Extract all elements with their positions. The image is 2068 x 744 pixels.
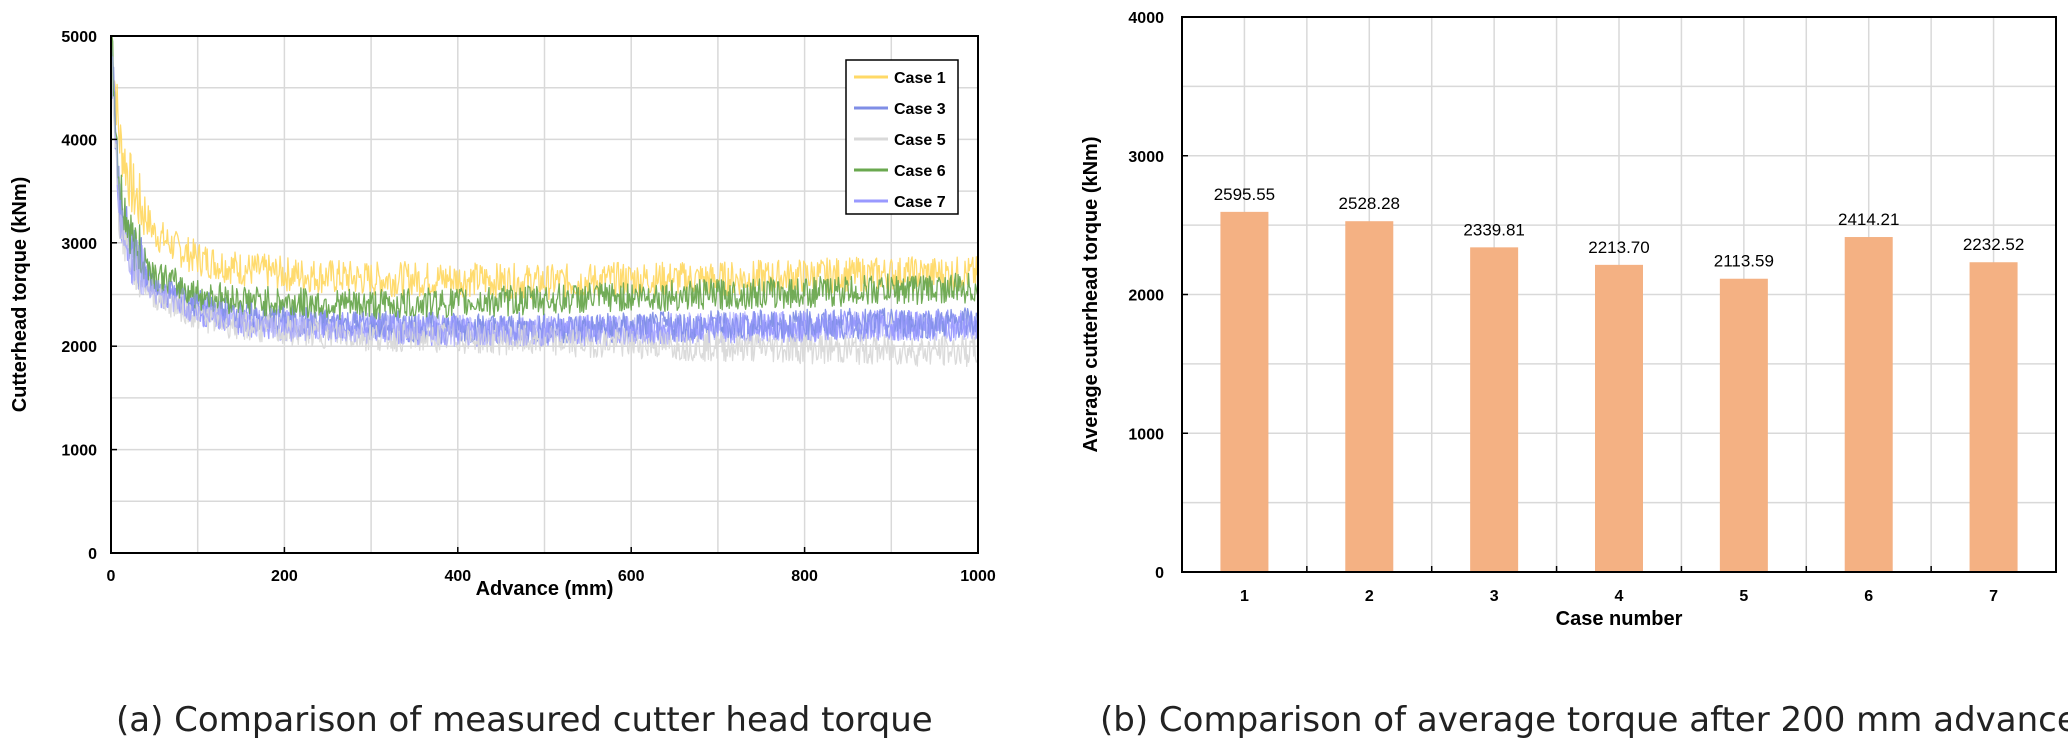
x-tick-label: 4 [1615,588,1624,605]
bar-case-3 [1470,247,1519,572]
caption-b: (b) Comparison of average torque after 2… [1100,700,2068,740]
bar-case-4 [1595,264,1643,572]
x-tick-label: 400 [444,568,471,585]
y-tick-label: 2000 [1128,288,1164,305]
legend-label-4: Case 6 [894,163,946,180]
bar-case-7 [1969,262,2018,572]
plot-frame [110,35,979,554]
y-tick-label: 3000 [1128,149,1164,166]
data-label-case-6: 2414.21 [1838,210,1899,229]
legend-label-3: Case 5 [894,132,946,149]
data-label-case-4: 2213.70 [1588,238,1649,257]
y-tick-label: 0 [88,546,97,563]
y-axis-label: Average cutterhead torque (kNm) [1080,137,1102,453]
y-tick-label: 2000 [61,339,97,356]
x-tick-label: 3 [1490,588,1499,605]
x-tick-label: 7 [1989,588,1998,605]
x-tick-label: 0 [107,568,116,585]
y-tick-label: 4000 [61,132,97,149]
bar-case-5 [1719,278,1768,572]
data-label-case-3: 2339.81 [1463,220,1524,239]
y-tick-label: 1000 [1128,426,1164,443]
caption-a: (a) Comparison of measured cutter head t… [116,700,933,740]
bar-chart-b: 2595.55 2528.28 2339.81 2213.70 2113.59 2414.… [1080,10,2057,630]
y-tick-label: 1000 [61,443,97,460]
y-tick-label: 0 [1155,565,1164,582]
x-tick-label: 2 [1365,588,1374,605]
bar-case-6 [1844,237,1893,572]
x-tick-label: 200 [271,568,298,585]
data-label-case-7: 2232.52 [1963,235,2024,254]
x-tick-label: 1000 [960,568,996,585]
data-label-case-5: 2113.59 [1714,252,1774,271]
x-tick-label: 600 [618,568,645,585]
series-line-case-7 [110,35,979,347]
line-chart-a: 0 200 400 600 800 1000 0 1000 2000 3000 4000 5000 Ad… [9,29,996,600]
x-tick-label: 6 [1864,588,1873,605]
y-tick-label: 5000 [61,29,97,46]
x-axis-label: Advance (mm) [476,578,614,600]
bar-case-2 [1345,221,1394,572]
x-tick-label: 1 [1240,588,1249,605]
legend-label-2: Case 3 [894,101,946,118]
series-line-case-1 [110,36,979,301]
x-tick-label: 5 [1739,588,1748,605]
bar-case-1 [1220,211,1269,572]
legend-box [845,59,959,215]
y-tick-label: 4000 [1128,10,1164,27]
legend-label-1: Case 1 [894,70,946,87]
series-line-case-6 [111,35,979,321]
legend-label-5: Case 7 [894,194,946,211]
x-axis-label: Case number [1556,608,1683,630]
x-tick-label: 800 [791,568,818,585]
y-tick-label: 3000 [61,236,97,253]
data-label-case-2: 2528.28 [1339,194,1400,213]
data-label-case-1: 2595.55 [1214,185,1275,204]
y-axis-label: Cutterhead torque (kNm) [9,177,31,413]
